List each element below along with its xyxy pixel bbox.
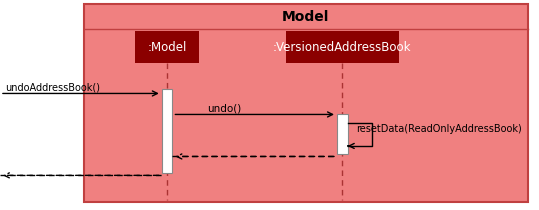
Text: undo(): undo() xyxy=(208,104,242,114)
Bar xyxy=(162,89,172,173)
Text: Model: Model xyxy=(282,10,329,24)
Text: undoAddressBook(): undoAddressBook() xyxy=(5,82,100,92)
Bar xyxy=(135,32,199,63)
Text: resetData(ReadOnlyAddressBook): resetData(ReadOnlyAddressBook) xyxy=(356,124,522,134)
Text: :Model: :Model xyxy=(147,41,187,54)
Text: :VersionedAddressBook: :VersionedAddressBook xyxy=(273,41,411,54)
Bar xyxy=(84,4,528,202)
Bar xyxy=(337,114,348,154)
Bar xyxy=(286,32,399,63)
